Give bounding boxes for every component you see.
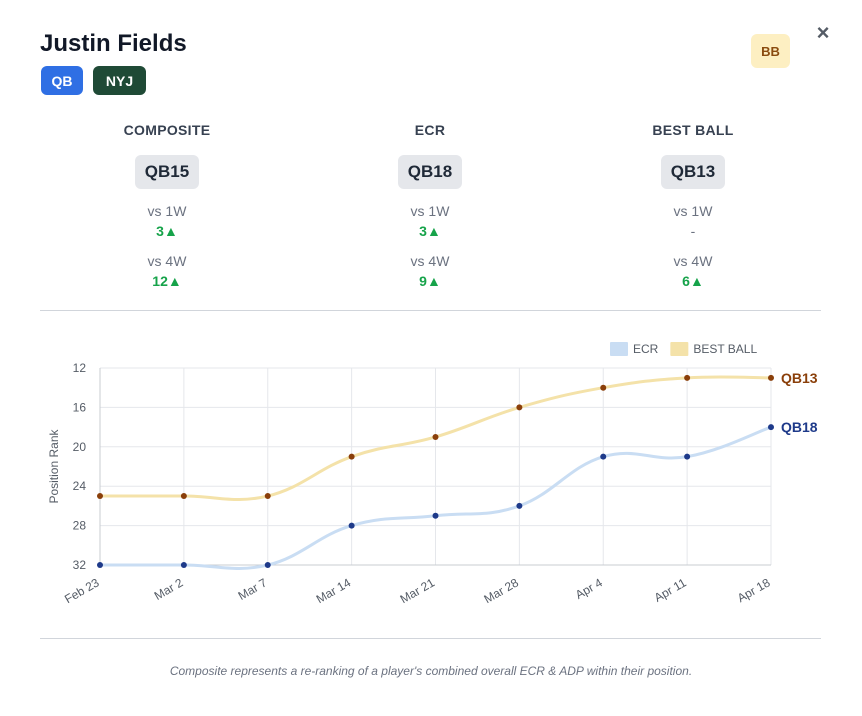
legend-swatch-ecr: [610, 342, 628, 356]
data-point-best-ball: [516, 404, 523, 411]
vs-1w-value: 3▲: [419, 223, 441, 239]
x-tick-label: Apr 4: [573, 575, 605, 602]
rank-best-ball: BEST BALL QB13 vs 1W - vs 4W 6▲: [593, 122, 793, 291]
vs-4w-value: 9▲: [419, 273, 441, 289]
data-point-best-ball: [348, 453, 355, 460]
vs-1w-value: -: [690, 223, 696, 239]
y-tick-label: 12: [73, 361, 87, 375]
bottom-divider: [40, 638, 821, 639]
rank-pill: QB15: [134, 155, 200, 189]
x-tick-label: Apr 11: [652, 575, 689, 605]
data-point-ecr: [264, 562, 271, 568]
x-tick-label: Apr 18: [735, 575, 773, 605]
team-tag: NYJ: [93, 66, 146, 95]
legend-label-best-ball: BEST BALL: [693, 342, 757, 356]
data-point-best-ball: [97, 493, 103, 500]
end-label-best-ball: QB13: [781, 370, 818, 386]
data-point-best-ball: [600, 384, 607, 391]
rank-ecr: ECR QB18 vs 1W 3▲ vs 4W 9▲: [330, 122, 530, 291]
data-point-ecr: [97, 562, 103, 568]
data-point-ecr: [180, 562, 187, 568]
best-ball-badge[interactable]: BB: [751, 34, 790, 68]
rank-history-chart: 12 16 20 24 28 32 Feb 23 Mar 2 Mar 7 Mar 14 Mar 21…: [47, 342, 818, 606]
y-tick-label: 24: [73, 479, 87, 493]
legend-label-ecr: ECR: [633, 342, 659, 356]
player-name: Justin Fields: [40, 30, 187, 57]
data-point-best-ball: [768, 374, 774, 381]
vs-4w-value: 6▲: [682, 273, 704, 289]
composite-footnote: Composite represents a re-ranking of a p…: [169, 664, 693, 678]
data-point-best-ball: [432, 433, 439, 440]
rank-title: COMPOSITE: [123, 122, 211, 138]
end-label-ecr: QB18: [781, 419, 818, 435]
data-point-ecr: [348, 522, 355, 529]
rank-title: BEST BALL: [652, 122, 734, 138]
legend-swatch-best-ball: [670, 342, 689, 356]
data-point-ecr: [684, 453, 691, 460]
y-tick-label: 16: [73, 400, 87, 414]
rank-title: ECR: [414, 122, 446, 138]
data-point-ecr: [432, 512, 439, 519]
vs-4w-label: vs 4W: [410, 253, 450, 269]
x-tick-label: Mar 2: [152, 575, 186, 603]
vs-4w-value: 12▲: [152, 273, 182, 289]
close-button[interactable]: ×: [816, 20, 830, 45]
rank-pill: QB13: [660, 155, 726, 189]
data-point-ecr: [768, 424, 774, 431]
data-point-ecr: [516, 502, 523, 509]
y-axis-label: Position Rank: [47, 428, 61, 503]
data-point-best-ball: [180, 493, 187, 500]
rank-pill: QB18: [397, 155, 463, 189]
data-point-best-ball: [684, 374, 691, 381]
vs-1w-label: vs 1W: [410, 203, 450, 219]
vs-1w-label: vs 1W: [147, 203, 187, 219]
rank-composite: COMPOSITE QB15 vs 1W 3▲ vs 4W 12▲: [67, 122, 267, 291]
vs-1w-value: 3▲: [156, 223, 178, 239]
vs-4w-label: vs 4W: [673, 253, 713, 269]
top-divider: [40, 310, 821, 311]
data-point-best-ball: [264, 493, 271, 500]
position-tag: QB: [41, 66, 83, 95]
vs-1w-label: vs 1W: [673, 203, 713, 219]
player-tags: QB NYJ: [41, 66, 146, 95]
y-tick-label: 28: [73, 519, 87, 533]
x-tick-label: Mar 21: [398, 575, 438, 606]
y-tick-label: 32: [73, 558, 87, 572]
x-tick-label: Mar 7: [236, 575, 270, 603]
x-tick-label: Mar 14: [314, 575, 354, 606]
vs-4w-label: vs 4W: [147, 253, 187, 269]
x-tick-label: Mar 28: [482, 575, 522, 606]
x-tick-label: Feb 23: [62, 575, 102, 606]
data-point-ecr: [600, 453, 607, 460]
y-tick-label: 20: [73, 440, 87, 454]
